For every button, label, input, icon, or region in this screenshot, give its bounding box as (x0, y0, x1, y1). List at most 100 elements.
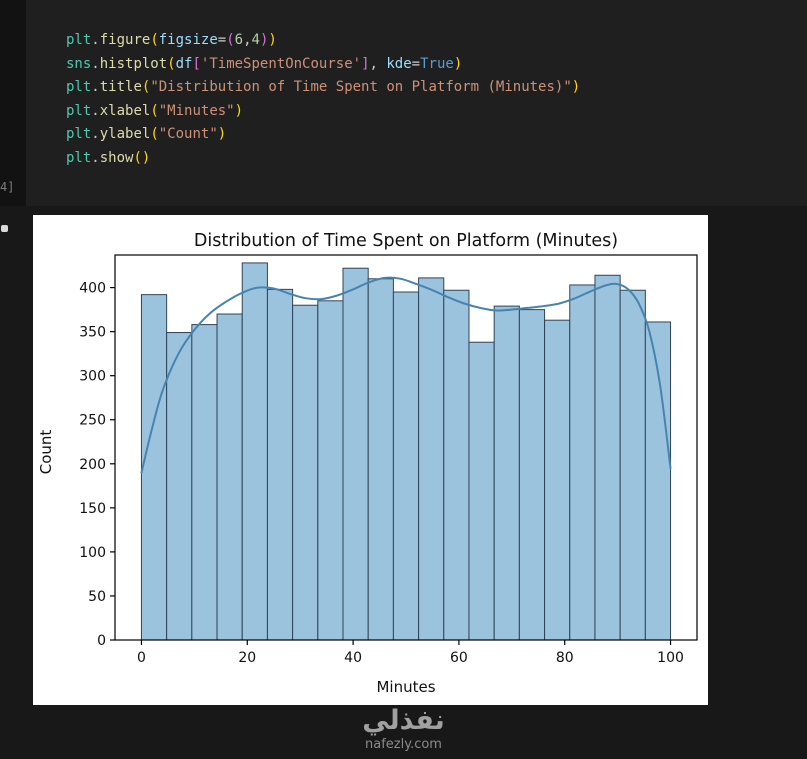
code-token: sns (66, 55, 92, 72)
code-token: = (217, 32, 227, 48)
code-token: ylabel (99, 126, 151, 143)
chart-ylabel: Count (37, 430, 55, 475)
code-token: ( (150, 32, 159, 48)
code-token: figure (99, 32, 151, 48)
code-token: . (91, 55, 100, 72)
chart-title: Distribution of Time Spent on Platform (… (194, 231, 618, 251)
code-token: xlabel (99, 102, 151, 119)
watermark-arabic-text: نفذلي (362, 705, 445, 736)
chart-xlabel: Minutes (376, 678, 435, 696)
code-token: "Count" (158, 126, 218, 143)
y-tick-label: 100 (79, 545, 106, 561)
code-token: , (243, 32, 252, 48)
y-tick-label: 50 (88, 589, 106, 605)
histogram-bar (317, 300, 344, 641)
histogram-bar (443, 289, 470, 641)
y-tick-label: 150 (79, 501, 106, 517)
code-token: title (99, 79, 142, 96)
code-token: plt (66, 32, 92, 48)
histogram-bar (392, 291, 420, 641)
histogram-bar (569, 284, 596, 641)
code-token: . (91, 32, 100, 48)
histogram-bar (418, 277, 445, 641)
cell-indicator-dot (1, 225, 8, 232)
code-token: True (420, 55, 454, 72)
code-token: plt (66, 79, 92, 96)
code-token: 'TimeSpentOnCourse' (200, 55, 362, 72)
code-token: ( (141, 79, 151, 96)
chart-svg: 0 20 40 60 80 100 0 50 100 150 200 250 300 350 400 Dis… (37, 231, 698, 696)
histogram-bar (191, 324, 218, 641)
x-tick-label: 40 (344, 650, 362, 666)
code-token: = (411, 55, 421, 72)
histogram-bar (468, 341, 495, 641)
y-tick-label: 250 (79, 413, 106, 429)
code-token: [ (192, 55, 201, 72)
code-token: kde (386, 55, 412, 72)
code-token: histplot (99, 55, 168, 72)
code-token: ) (141, 149, 151, 166)
code-token: ( (167, 55, 176, 72)
histogram-bar (544, 319, 571, 641)
y-tick-label: 200 (79, 457, 106, 473)
histogram-bar (493, 305, 520, 641)
code-token: show (99, 149, 134, 166)
plot-output-figure: 0 20 40 60 80 100 0 50 100 150 200 250 300 350 400 Dis… (33, 215, 708, 705)
histogram-bar (166, 332, 193, 641)
code-token: 4 (251, 32, 260, 48)
code-token: plt (66, 102, 92, 119)
code-token: . (91, 149, 100, 166)
code-token: ] (361, 55, 370, 72)
y-tick-label: 400 (79, 281, 106, 297)
histogram-bar (619, 289, 646, 641)
editor-gutter (0, 0, 26, 206)
histogram-bar (216, 313, 243, 641)
y-tick-label: 300 (79, 369, 106, 385)
x-tick-label: 100 (657, 650, 684, 666)
code-token: 6 (234, 32, 244, 48)
code-token: . (91, 79, 100, 96)
code-line[interactable]: plt.xlabel("Minutes") (66, 100, 580, 124)
code-token: "Minutes" (158, 102, 235, 119)
x-tick-label: 80 (556, 650, 574, 666)
code-token: "Distribution of Time Spent on Platform … (150, 79, 572, 96)
code-line[interactable]: plt.ylabel("Count") (66, 123, 580, 147)
code-token: , (369, 55, 387, 72)
code-token: ( (150, 102, 159, 119)
code-cell[interactable]: plt.figure(figsize=(6,4)) sns.histplot(df… (26, 0, 807, 206)
histogram-bar (342, 267, 369, 641)
code-token: ) (259, 32, 269, 48)
code-token: . (91, 126, 100, 143)
histogram-bar (292, 304, 319, 641)
execution-count-label: 4] (0, 180, 15, 194)
code-token: figsize (158, 32, 218, 48)
histogram-bar (241, 262, 268, 641)
code-token: ) (453, 55, 463, 72)
code-token: ) (268, 32, 277, 48)
histogram-bar (594, 274, 621, 641)
code-token: ( (226, 32, 235, 48)
code-token: ( (133, 149, 142, 166)
code-line[interactable]: plt.show() (66, 147, 580, 171)
watermark-site-text: nafezly.com (365, 737, 442, 752)
x-tick-label: 0 (137, 650, 146, 666)
code-token: ) (217, 126, 227, 143)
y-tick-label: 350 (79, 325, 106, 341)
code-line[interactable]: plt.title("Distribution of Time Spent on… (66, 76, 580, 100)
histogram-bar (367, 278, 394, 641)
chart-dynamic-layer: 0 20 40 60 80 100 0 50 100 150 200 250 300 350 400 (79, 254, 698, 666)
code-line[interactable]: plt.figure(figsize=(6,4)) (66, 29, 580, 53)
code-token: . (91, 102, 100, 119)
code-token: plt (66, 149, 92, 166)
histogram-bar (140, 294, 168, 641)
code-token: ) (571, 79, 581, 96)
code-token: df (175, 55, 193, 72)
histogram-bar (266, 288, 294, 641)
kde-curve (140, 276, 672, 474)
code-line[interactable]: sns.histplot(df['TimeSpentOnCourse'], kd… (66, 53, 580, 77)
watermark: نفذلي nafezly.com (0, 705, 807, 753)
histogram-bar (518, 309, 546, 641)
code-lines[interactable]: plt.figure(figsize=(6,4)) sns.histplot(df… (66, 29, 580, 171)
code-token: ) (234, 102, 244, 119)
